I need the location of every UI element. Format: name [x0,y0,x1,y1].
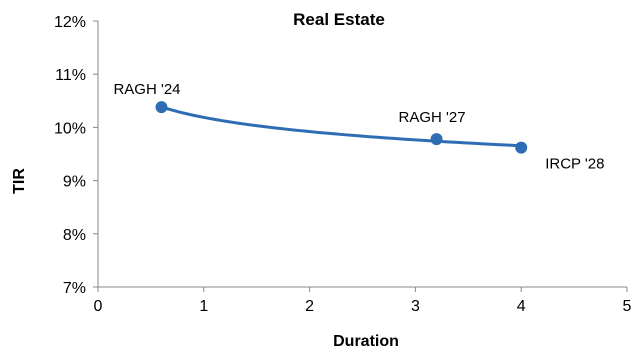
y-ticks: 7% 8% 9% 10% 11% 12% [54,14,98,297]
y-tick-label: 11% [55,67,86,84]
x-tick-label: 4 [517,298,526,315]
y-tick-label: 10% [54,120,86,137]
data-points [155,101,528,154]
data-label: RAGH '24 [113,81,180,98]
x-tick-label: 2 [305,298,314,315]
y-axis-title: TIR [11,168,28,194]
y-tick-label: 9% [63,174,86,191]
y-tick-label: 7% [63,280,86,297]
data-point [515,141,528,154]
y-tick-label: 8% [63,227,86,244]
data-label: IRCP '28 [545,156,604,173]
x-tick-label: 3 [411,298,420,315]
x-tick-label: 5 [623,298,632,315]
x-tick-label: 1 [199,298,208,315]
x-ticks: 0 1 2 3 4 5 [94,287,632,315]
data-label: RAGH '27 [399,109,466,126]
x-axis-title: Duration [333,333,399,350]
trendline [161,105,522,148]
chart-title: Real Estate [293,10,385,29]
data-point [155,101,168,114]
data-labels: RAGH '24 RAGH '27 IRCP '28 [113,81,604,172]
x-tick-label: 0 [94,298,103,315]
data-point [430,133,443,146]
y-tick-label: 12% [54,14,86,31]
